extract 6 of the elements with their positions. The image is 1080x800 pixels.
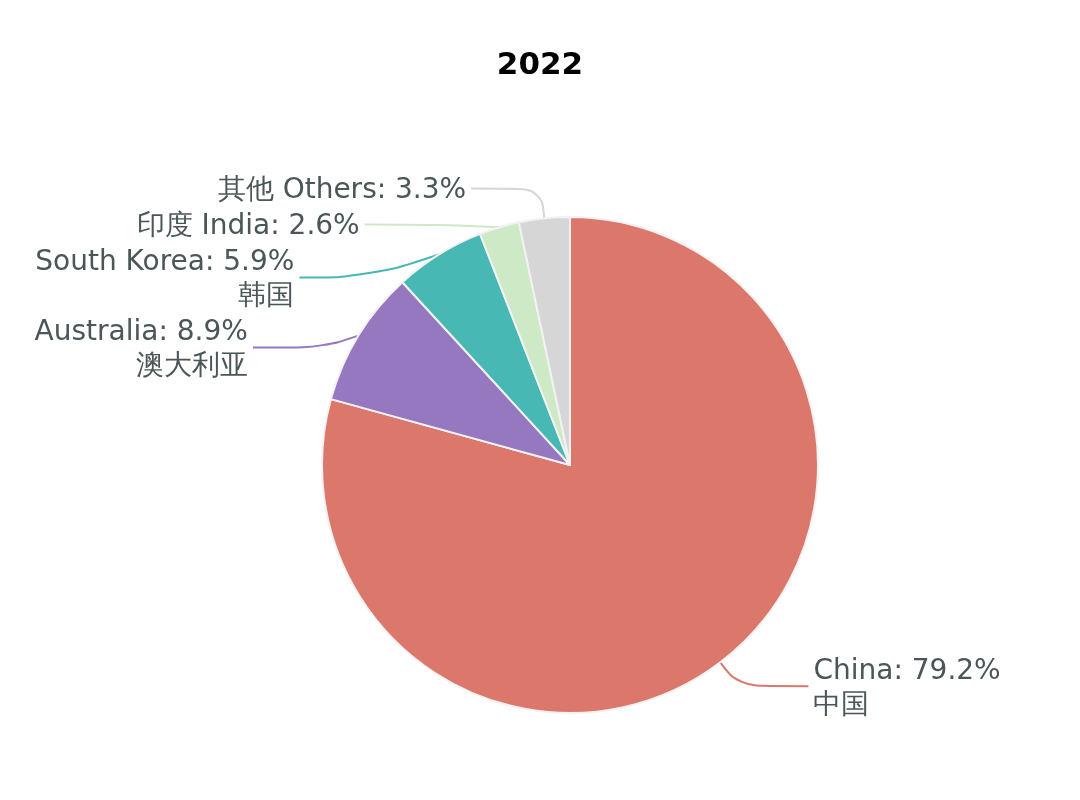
slice-label: 印度 India: 2.6% xyxy=(136,208,360,241)
slice-label: Australia: 8.9% 澳大利亚 xyxy=(34,314,248,381)
chart-title: 2022 xyxy=(496,44,584,81)
slice-label: 其他 Others: 3.3% xyxy=(217,172,467,205)
slice-label: South Korea: 5.9% 韩国 xyxy=(35,244,295,311)
slice-label: China: 79.2% 中国 xyxy=(813,652,1001,720)
